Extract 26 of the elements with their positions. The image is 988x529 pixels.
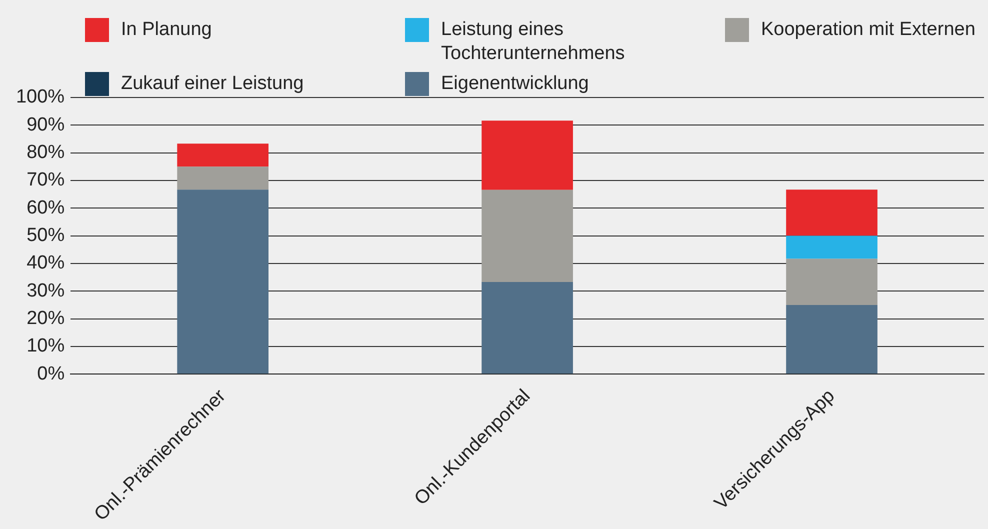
bar <box>482 282 573 374</box>
bar <box>177 190 268 374</box>
bar <box>177 144 268 167</box>
bar <box>786 236 878 259</box>
bar <box>177 166 268 190</box>
bar <box>786 304 878 374</box>
y-tick-label: 0% <box>37 363 65 384</box>
y-tick-label: 80% <box>26 142 65 163</box>
y-tick-label: 60% <box>26 197 65 218</box>
bar <box>786 258 878 305</box>
y-tick-label: 100% <box>16 86 65 108</box>
legend-label: Leistung eines Tochterunternehmens <box>441 18 626 66</box>
legend-label: Zukauf einer Leistung <box>121 72 305 96</box>
y-tick-label: 10% <box>26 336 65 357</box>
bar <box>482 120 573 190</box>
legend-label: Kooperation mit Externen <box>761 18 976 42</box>
y-tick-label: 20% <box>26 308 65 330</box>
y-tick-label: 40% <box>26 252 65 274</box>
bar <box>786 190 878 236</box>
y-tick-label: 70% <box>26 170 65 191</box>
legend-label: Eigenentwicklung <box>441 72 590 96</box>
legend-label: In Planung <box>121 18 213 42</box>
y-tick-label: 30% <box>26 280 65 302</box>
y-tick-label: 90% <box>26 114 65 136</box>
y-tick-label: 50% <box>26 225 65 246</box>
bar <box>482 190 573 282</box>
